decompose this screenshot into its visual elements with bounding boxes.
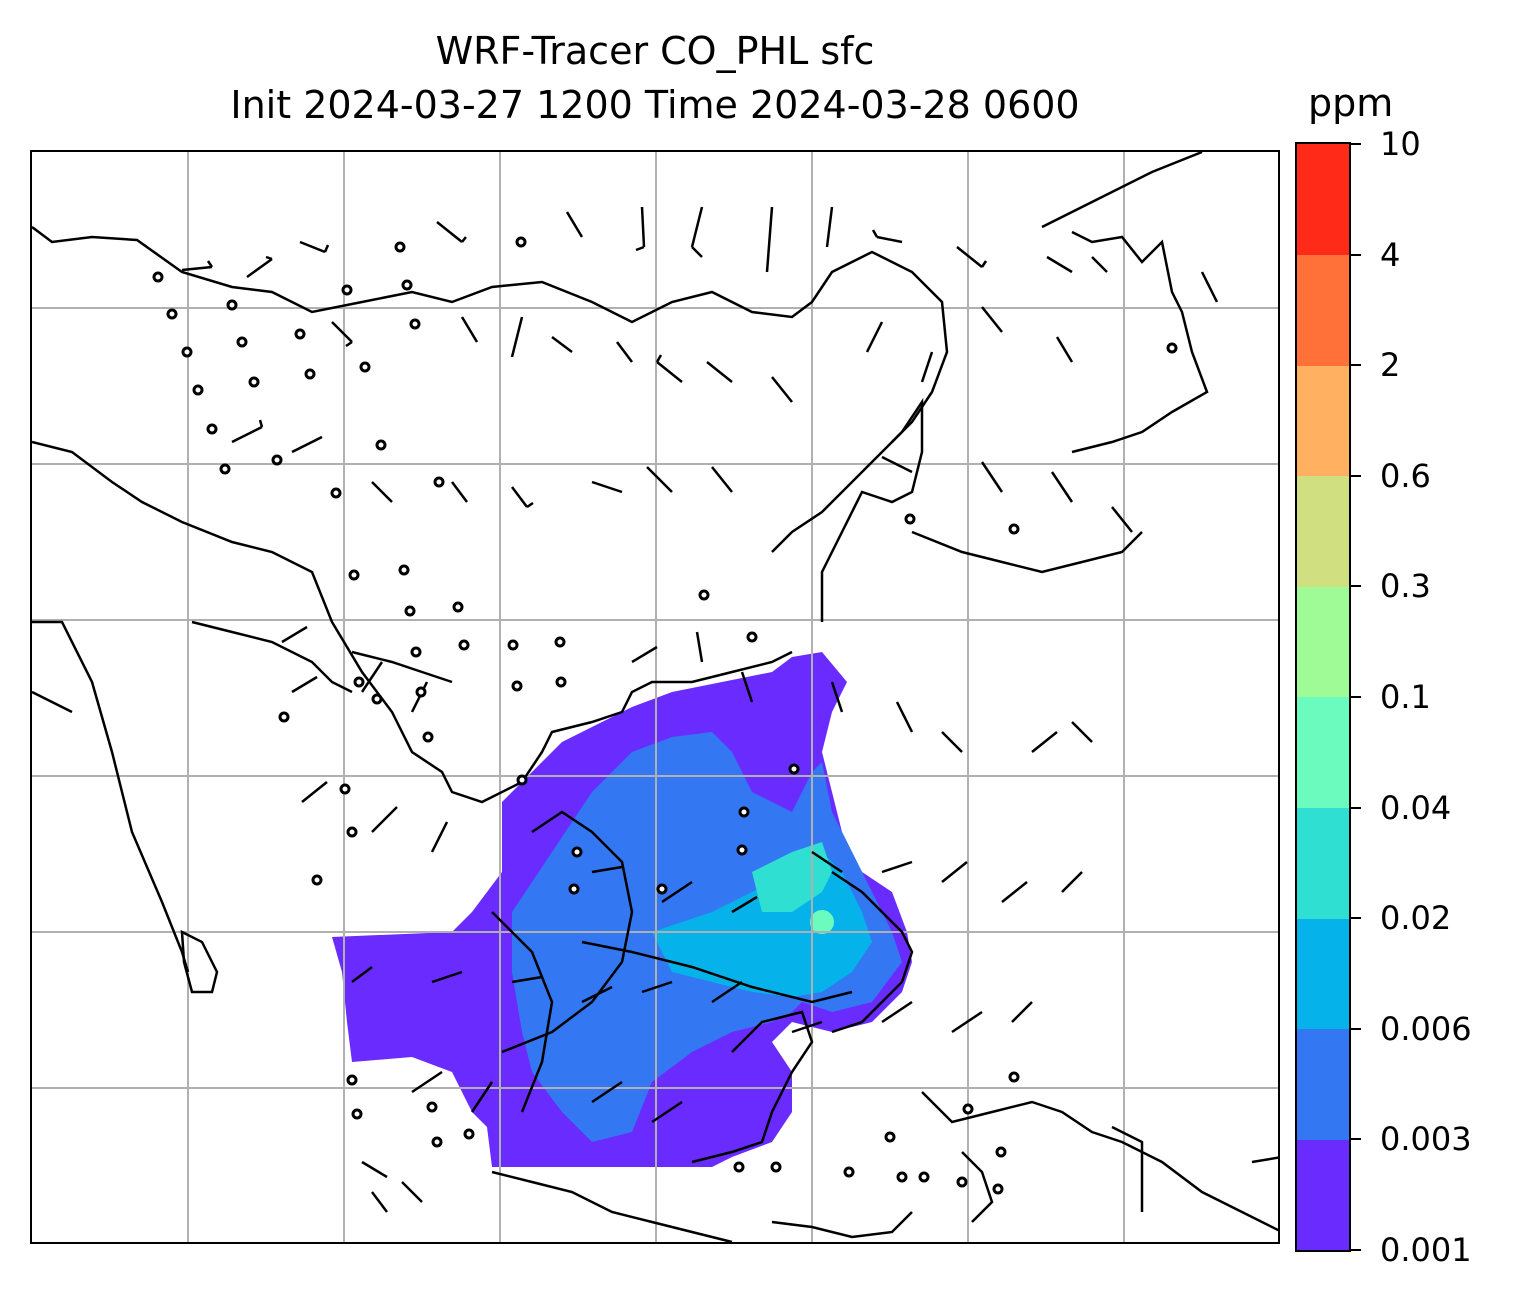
colorbar-segment [1297, 144, 1349, 256]
colorbar-segment [1297, 254, 1349, 366]
map-panel [30, 150, 1280, 1244]
colorbar-segment [1297, 697, 1349, 809]
colorbar-tick [1351, 585, 1361, 588]
colorbar-tick [1351, 364, 1361, 367]
colorbar-tick-label: 0.02 [1380, 899, 1452, 938]
colorbar-tick-label: 0.003 [1380, 1120, 1472, 1159]
map-title-line1: WRF-Tracer CO_PHL sfc [435, 29, 875, 73]
tracer-shading [332, 652, 912, 1167]
colorbar-tick-label: 0.001 [1380, 1231, 1472, 1269]
colorbar-segment [1297, 475, 1349, 587]
colorbar-tick [1351, 917, 1361, 920]
colorbar-segment [1297, 1139, 1349, 1251]
tracer-contours [491, 810, 853, 1113]
colorbar-tick-label: 0.04 [1380, 788, 1452, 827]
map-canvas [32, 152, 1278, 1242]
colorbar-tick-label: 0.6 [1380, 456, 1431, 495]
colorbar-tick [1351, 143, 1361, 145]
colorbar-segment [1297, 918, 1349, 1030]
colorbar-tick [1351, 1027, 1361, 1030]
colorbar-tick [1351, 474, 1361, 477]
colorbar-tick [1351, 1138, 1361, 1141]
colorbar-tick [1351, 806, 1361, 809]
colorbar-tick [1351, 696, 1361, 698]
colorbar-units: ppm [1308, 81, 1394, 125]
colorbar-tick-label: 0.006 [1380, 1009, 1472, 1048]
colorbar-segment [1297, 365, 1349, 477]
colorbar-tick-label: 4 [1380, 235, 1401, 274]
colorbar-tick-label: 2 [1380, 346, 1401, 385]
coastlines [32, 152, 1278, 1242]
colorbar-tick [1351, 1249, 1361, 1251]
wind-barbs [181, 206, 1219, 1213]
calm-circles [152, 236, 1178, 1195]
colorbar-tick-label: 10 [1380, 125, 1421, 163]
colorbar-segment [1297, 586, 1349, 698]
colorbar-tick [1351, 253, 1361, 256]
colorbar-tick-label: 0.1 [1380, 678, 1431, 716]
gridlines [32, 152, 1278, 1242]
colorbar [1295, 142, 1351, 1252]
tracer-spot-peak [810, 910, 834, 934]
colorbar-segment [1297, 1028, 1349, 1140]
colorbar-tick-label: 0.3 [1380, 567, 1431, 606]
map-title-line2: Init 2024-03-27 1200 Time 2024-03-28 060… [230, 83, 1080, 127]
colorbar-segment [1297, 807, 1349, 919]
